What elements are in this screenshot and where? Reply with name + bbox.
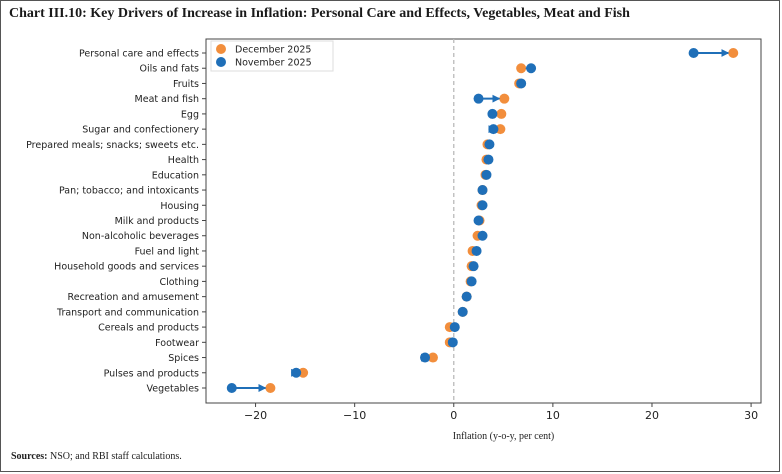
x-tick-label: 0 bbox=[450, 409, 457, 422]
chart-title: Chart III.10: Key Drivers of Increase in… bbox=[9, 6, 630, 21]
sources-text: NSO; and RBI staff calculations. bbox=[47, 451, 182, 462]
november-point bbox=[477, 185, 488, 196]
december-point bbox=[496, 108, 507, 119]
y-tick-label: Spices bbox=[168, 353, 199, 364]
november-point bbox=[447, 337, 458, 348]
y-tick-label: Fruits bbox=[173, 79, 199, 90]
y-tick-label: Pulses and products bbox=[104, 368, 199, 379]
x-axis-label: Inflation (y-o-y, per cent) bbox=[453, 431, 555, 442]
legend-label: November 2025 bbox=[235, 58, 312, 69]
november-point bbox=[483, 154, 494, 165]
y-tick-label: Education bbox=[152, 170, 199, 181]
y-tick-label: Milk and products bbox=[115, 216, 199, 227]
legend-box bbox=[210, 40, 334, 72]
legend-marker bbox=[216, 57, 226, 67]
november-point bbox=[466, 276, 477, 287]
y-tick-label: Egg bbox=[181, 109, 199, 120]
november-point bbox=[484, 139, 495, 150]
december-point bbox=[427, 352, 438, 363]
y-tick-label: Non-alcoholic beverages bbox=[82, 231, 199, 242]
sources-note: Sources: NSO; and RBI staff calculations… bbox=[11, 451, 182, 462]
december-point bbox=[298, 367, 309, 378]
november-point bbox=[457, 306, 468, 317]
y-tick-label: Oils and fats bbox=[140, 64, 200, 75]
y-tick-label: Vegetables bbox=[147, 384, 200, 395]
november-point bbox=[477, 230, 488, 241]
december-point bbox=[495, 124, 506, 135]
y-tick-label: Personal care and effects bbox=[79, 49, 199, 60]
november-point bbox=[526, 63, 537, 74]
november-point bbox=[471, 245, 482, 256]
november-point bbox=[226, 383, 237, 393]
y-tick-label: Health bbox=[168, 155, 199, 166]
y-tick-label: Cereals and products bbox=[98, 323, 199, 334]
december-point bbox=[728, 48, 739, 58]
y-tick-label: Recreation and amusement bbox=[68, 292, 200, 303]
y-tick-label: Footwear bbox=[155, 338, 199, 349]
november-point bbox=[481, 169, 492, 180]
november-point bbox=[420, 352, 431, 363]
y-tick-label: Clothing bbox=[159, 277, 199, 288]
y-tick-label: Fuel and light bbox=[135, 246, 200, 257]
x-tick-label: 30 bbox=[744, 409, 758, 422]
x-tick-label: 20 bbox=[645, 409, 659, 422]
november-point bbox=[688, 48, 699, 58]
sources-label: Sources: bbox=[11, 451, 48, 462]
december-point bbox=[265, 383, 276, 393]
y-tick-label: Sugar and confectionery bbox=[82, 125, 199, 136]
legend-label: December 2025 bbox=[235, 45, 311, 56]
november-point bbox=[291, 367, 302, 378]
november-point bbox=[449, 322, 460, 333]
november-point bbox=[487, 108, 498, 119]
november-point bbox=[473, 215, 484, 226]
november-point bbox=[488, 124, 499, 135]
y-tick-label: Prepared meals; snacks; sweets etc. bbox=[26, 140, 199, 151]
november-point bbox=[477, 200, 488, 211]
y-tick-label: Meat and fish bbox=[135, 94, 199, 105]
december-point bbox=[516, 63, 527, 74]
november-point bbox=[516, 78, 527, 89]
y-tick-label: Transport and communication bbox=[56, 307, 199, 318]
november-point bbox=[473, 93, 484, 104]
x-tick-label: −20 bbox=[244, 409, 267, 422]
november-point bbox=[461, 291, 472, 302]
x-tick-label: 10 bbox=[546, 409, 560, 422]
y-tick-label: Housing bbox=[160, 201, 199, 212]
y-tick-label: Pan; tobacco; and intoxicants bbox=[59, 186, 199, 197]
legend-marker bbox=[216, 44, 226, 54]
december-point bbox=[499, 93, 510, 104]
november-point bbox=[468, 261, 479, 272]
y-tick-label: Household goods and services bbox=[54, 262, 199, 273]
x-tick-label: −10 bbox=[343, 409, 366, 422]
legend: December 2025 November 2025 bbox=[210, 40, 334, 72]
